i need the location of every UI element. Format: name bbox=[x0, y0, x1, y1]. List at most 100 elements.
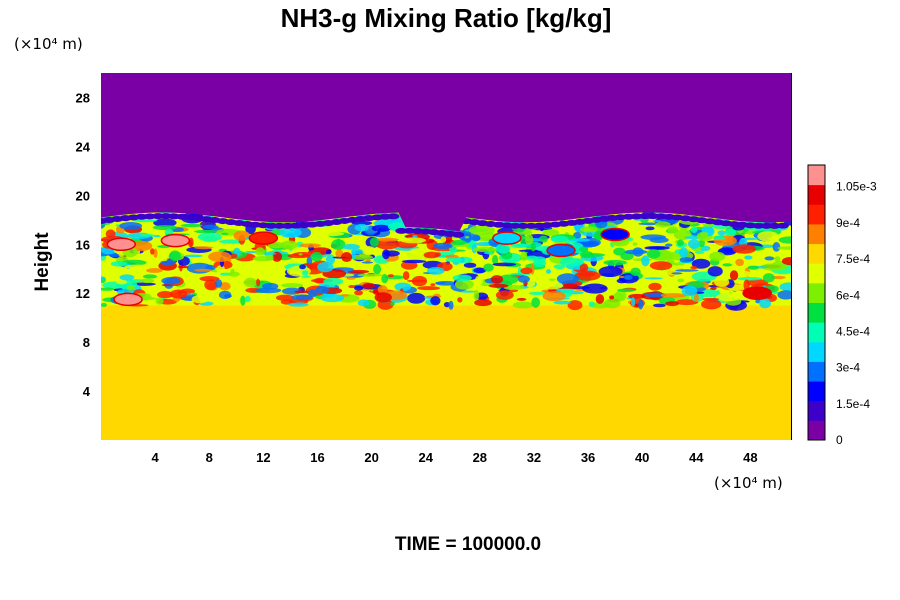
field-cell bbox=[139, 234, 156, 237]
colorbar-swatch bbox=[808, 165, 825, 186]
field-cell bbox=[563, 283, 578, 289]
field-cell bbox=[488, 283, 509, 288]
field-cell bbox=[375, 237, 399, 242]
field-cell bbox=[531, 297, 541, 308]
field-cell bbox=[180, 223, 203, 228]
field-cell bbox=[140, 278, 155, 284]
field-cell bbox=[722, 263, 733, 267]
field-cell bbox=[598, 266, 623, 278]
feature-blob bbox=[492, 231, 522, 245]
background-layer bbox=[101, 305, 791, 440]
field-cell bbox=[649, 261, 673, 271]
colorbar-swatch bbox=[808, 263, 825, 284]
chart-title: NH3-g Mixing Ratio [kg/kg] bbox=[281, 3, 612, 33]
field-cell bbox=[726, 236, 734, 244]
field-cell bbox=[646, 249, 661, 259]
upper-layer bbox=[101, 73, 791, 232]
field-cell bbox=[464, 236, 470, 239]
field-cell bbox=[567, 300, 583, 311]
field-cell bbox=[369, 237, 380, 247]
field-cell bbox=[630, 297, 636, 307]
field-cell bbox=[618, 275, 625, 279]
field-cell bbox=[516, 297, 527, 301]
field-cell bbox=[299, 264, 306, 270]
field-cell bbox=[126, 285, 135, 291]
field-cell bbox=[652, 220, 662, 223]
field-cell bbox=[320, 293, 345, 303]
colorbar-swatch bbox=[808, 361, 825, 382]
field-cell bbox=[261, 252, 277, 255]
field-cell bbox=[133, 219, 158, 223]
field-cell bbox=[255, 287, 282, 294]
field-cell bbox=[202, 224, 219, 230]
field-cell bbox=[556, 273, 579, 285]
field-cell bbox=[119, 222, 143, 230]
field-cell bbox=[426, 266, 445, 275]
field-cell bbox=[553, 264, 566, 270]
field-cell bbox=[609, 295, 615, 300]
field-cell bbox=[252, 256, 274, 262]
field-cell bbox=[153, 218, 177, 227]
colorbar-tick-label: 1.05e-3 bbox=[836, 180, 877, 194]
field-cell bbox=[373, 264, 382, 275]
field-cell bbox=[746, 279, 769, 287]
field-cell bbox=[542, 229, 560, 236]
field-cell bbox=[445, 257, 462, 263]
field-cell bbox=[648, 282, 662, 291]
field-cell bbox=[490, 275, 504, 284]
field-cell bbox=[150, 248, 155, 255]
field-cell bbox=[109, 253, 120, 258]
field-cell bbox=[199, 276, 220, 282]
y-axis: 4 8 12 16 20 24 28 bbox=[76, 90, 91, 399]
field-cell bbox=[191, 295, 209, 304]
field-cell bbox=[732, 244, 757, 254]
field-cell bbox=[299, 243, 322, 248]
field-cell bbox=[483, 263, 494, 272]
field-cell bbox=[161, 276, 181, 285]
field-cell bbox=[737, 270, 751, 278]
y-axis-label: Height bbox=[32, 232, 53, 292]
field-cell bbox=[214, 279, 223, 288]
x-tick-label: 4 bbox=[152, 450, 160, 465]
field-cell bbox=[676, 239, 684, 247]
colorbar-swatch bbox=[808, 381, 825, 402]
x-tick-label: 44 bbox=[689, 450, 704, 465]
field-cell bbox=[483, 251, 494, 255]
field-cell bbox=[553, 300, 571, 305]
field-cell bbox=[354, 223, 369, 232]
field-cell bbox=[190, 255, 196, 263]
field-cell bbox=[452, 274, 472, 282]
field-cell bbox=[101, 302, 107, 307]
feature-blob bbox=[546, 243, 576, 258]
x-tick-label: 36 bbox=[581, 450, 595, 465]
field-cell bbox=[652, 303, 666, 308]
field-cell bbox=[448, 300, 454, 310]
field-cell bbox=[538, 235, 548, 243]
field-cell bbox=[559, 257, 585, 267]
field-cell bbox=[184, 254, 203, 258]
y-tick-label: 28 bbox=[76, 90, 90, 105]
field-cell bbox=[579, 263, 589, 273]
colorbar-swatch bbox=[808, 243, 825, 264]
field-cell bbox=[354, 290, 363, 296]
field-cell bbox=[459, 256, 465, 263]
field-cell bbox=[623, 274, 633, 280]
field-cell bbox=[146, 268, 163, 273]
x-tick-label: 28 bbox=[473, 450, 487, 465]
field-cell bbox=[495, 290, 514, 300]
field-cell bbox=[317, 261, 334, 273]
field-cell bbox=[700, 231, 709, 237]
field-cell bbox=[440, 236, 447, 243]
y-tick-label: 4 bbox=[83, 384, 91, 399]
band-edge bbox=[101, 213, 789, 238]
features bbox=[106, 227, 772, 307]
field-cell bbox=[492, 262, 517, 267]
field-cell bbox=[257, 270, 263, 281]
field-cell bbox=[638, 299, 644, 310]
field-cell bbox=[375, 239, 400, 250]
feature-blob bbox=[113, 292, 143, 307]
field-cell bbox=[371, 224, 391, 232]
field-cell bbox=[579, 226, 598, 233]
y-tick-label: 8 bbox=[83, 335, 90, 350]
colorbar-tick-label: 9e-4 bbox=[836, 216, 860, 230]
